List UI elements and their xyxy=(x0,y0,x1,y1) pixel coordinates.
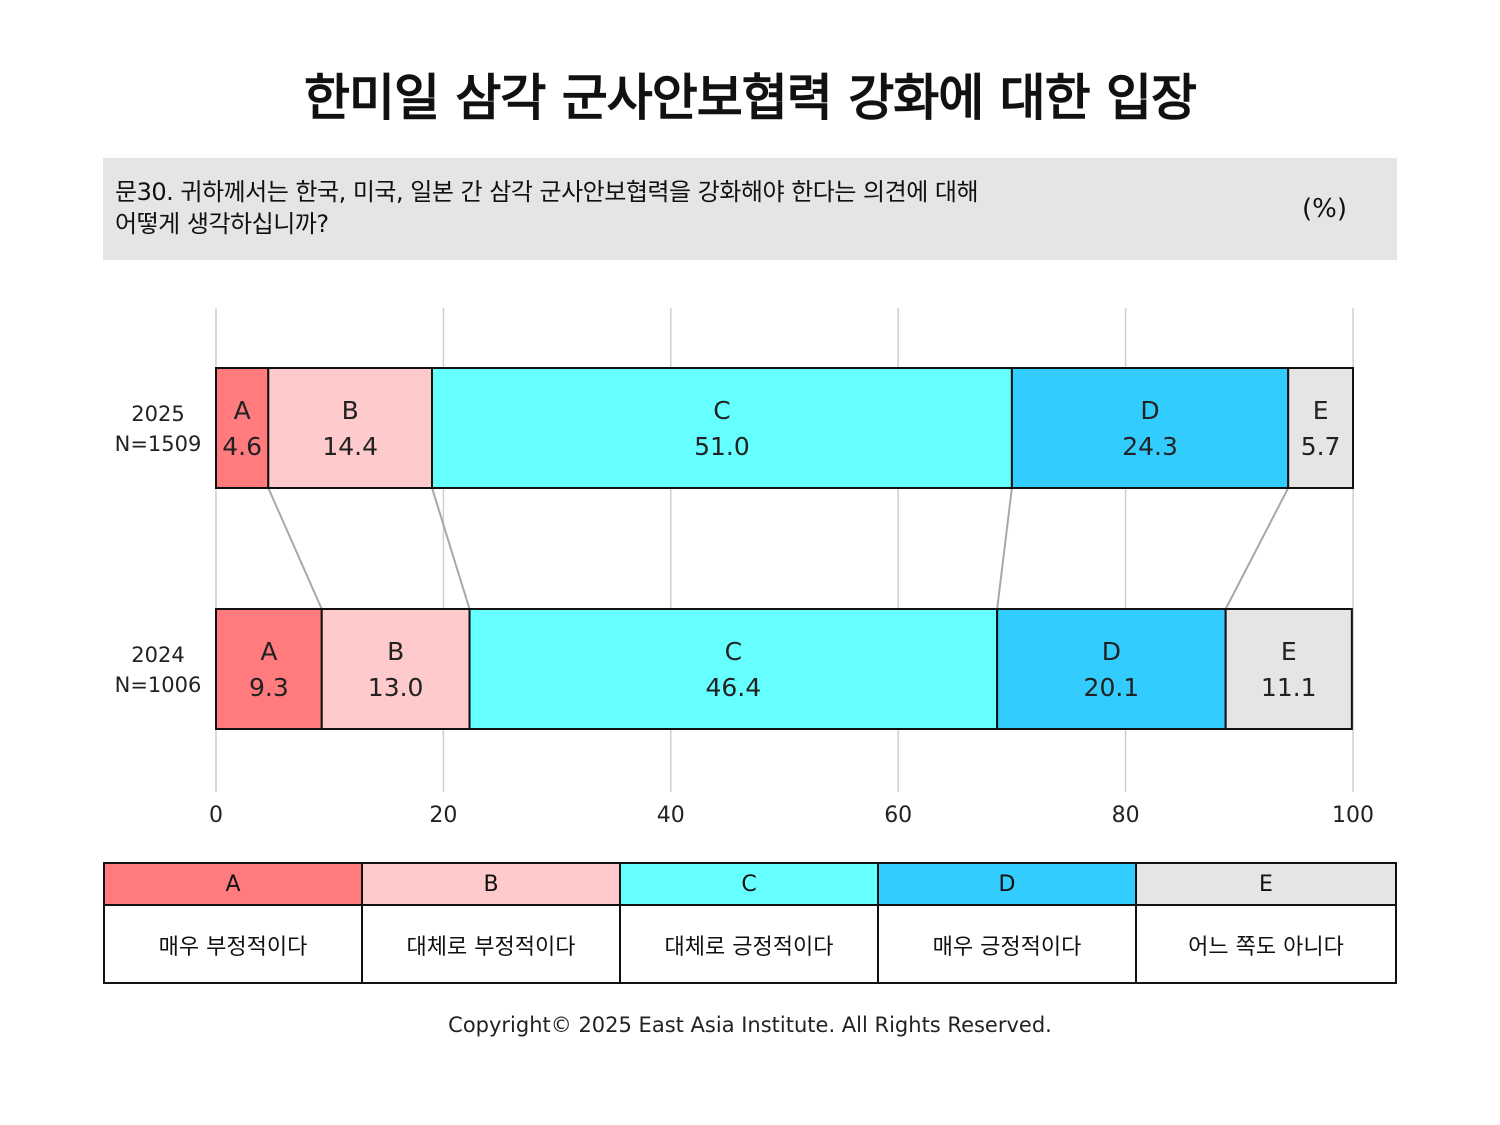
segment-value-label: 51.0 xyxy=(694,432,750,461)
bar-segment xyxy=(431,367,1013,489)
legend-table: A B C D E 매우 부정적이다 대체로 부정적이다 대체로 긍정적이다 매우 긍정적이다 어… xyxy=(103,862,1397,984)
segment-series-label: A xyxy=(260,637,277,666)
question-line-2: 어떻게 생각하십니까? xyxy=(115,210,329,238)
connector-line xyxy=(996,487,1013,610)
category-year-label: 2024 xyxy=(131,643,184,667)
question-line-1: 문30. 귀하께서는 한국, 미국, 일본 간 삼각 군사안보협력을 강화해야 … xyxy=(115,178,979,206)
segment-value-label: 13.0 xyxy=(368,673,424,702)
segment-series-label: A xyxy=(234,396,251,425)
category-n-label: N=1509 xyxy=(115,432,202,456)
chart-title: 한미일 삼각 군사안보협력 강화에 대한 입장 xyxy=(303,69,1197,127)
bar-segment xyxy=(1287,367,1355,489)
segment-series-label: C xyxy=(713,396,730,425)
segment-value-label: 4.6 xyxy=(222,432,262,461)
x-tick-label: 40 xyxy=(657,803,685,828)
connector-line xyxy=(267,487,323,610)
segment-series-label: B xyxy=(342,396,359,425)
bar-segment xyxy=(468,608,999,730)
x-tick-label: 100 xyxy=(1332,803,1374,828)
bar-segment xyxy=(267,367,434,489)
legend-key-b: B xyxy=(363,864,621,906)
category-n-label: N=1006 xyxy=(115,673,202,697)
x-tick-label: 0 xyxy=(209,803,223,828)
segment-series-label: E xyxy=(1281,637,1297,666)
segment-value-label: 11.1 xyxy=(1261,673,1317,702)
legend-key-e: E xyxy=(1137,864,1395,906)
question-box: 문30. 귀하께서는 한국, 미국, 일본 간 삼각 군사안보협력을 강화해야 … xyxy=(103,158,1397,260)
x-tick-label: 20 xyxy=(429,803,457,828)
legend-key-d: D xyxy=(879,864,1137,906)
connector-line xyxy=(1224,487,1290,610)
segment-value-label: 9.3 xyxy=(249,673,289,702)
segment-value-label: 5.7 xyxy=(1301,432,1341,461)
segment-series-label: D xyxy=(1140,396,1159,425)
legend-label-a: 매우 부정적이다 xyxy=(105,906,363,984)
segment-value-label: 46.4 xyxy=(705,673,761,702)
segment-series-label: C xyxy=(725,637,742,666)
bar-segment xyxy=(1010,367,1290,489)
connector-line xyxy=(431,487,471,610)
legend-key-c: C xyxy=(621,864,879,906)
segment-series-label: D xyxy=(1102,637,1121,666)
legend-label-e: 어느 쪽도 아니다 xyxy=(1188,935,1344,960)
segment-series-label: E xyxy=(1313,396,1329,425)
x-tick-label: 60 xyxy=(884,803,912,828)
bar-segment xyxy=(215,608,323,730)
segment-value-label: 24.3 xyxy=(1122,432,1178,461)
legend-label-b: 대체로 부정적이다 xyxy=(363,906,621,984)
bar-segment xyxy=(215,367,270,489)
bar-segment xyxy=(1224,608,1353,730)
question-text: 문30. 귀하께서는 한국, 미국, 일본 간 삼각 군사안보협력을 강화해야 … xyxy=(115,176,1165,240)
segment-value-label: 20.1 xyxy=(1084,673,1140,702)
segment-value-label: 14.4 xyxy=(322,432,378,461)
legend-label-c: 대체로 긍정적이다 xyxy=(621,906,879,984)
segment-series-label: B xyxy=(387,637,404,666)
category-year-label: 2025 xyxy=(131,402,184,426)
bar-segment xyxy=(996,608,1227,730)
unit-label: (%) xyxy=(1302,194,1347,224)
bar-segment xyxy=(320,608,471,730)
stacked-bar-chart: 0 20 40 60 80 100 A 4.6 B 14.4 C 51.0 D 24.3 E 5.7 2025 N… xyxy=(115,308,1374,828)
copyright: Copyright© 2025 East Asia Institute. All… xyxy=(448,1013,1052,1037)
x-tick-label: 80 xyxy=(1112,803,1140,828)
legend-label-d: 매우 긍정적이다 xyxy=(879,906,1137,984)
legend-key-a: A xyxy=(105,864,363,906)
